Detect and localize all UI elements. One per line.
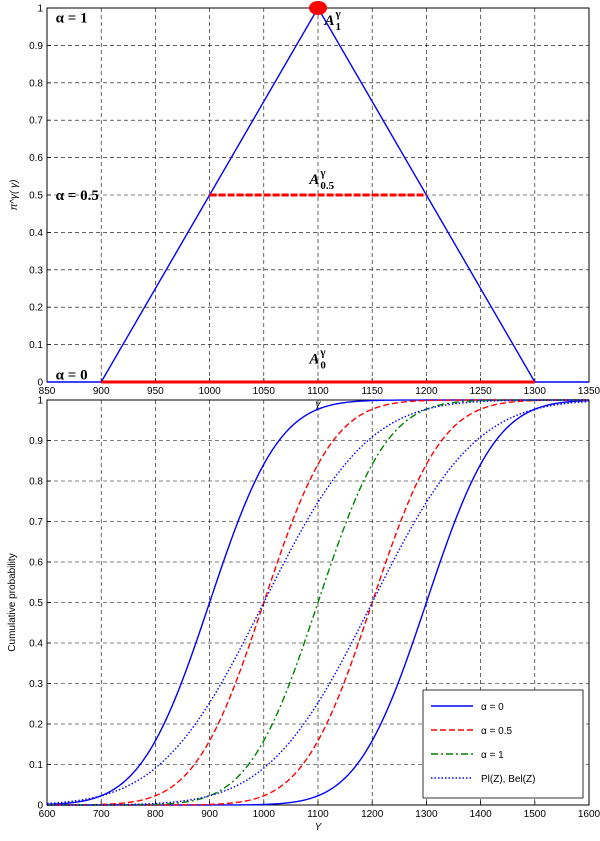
- x-tick-label: 600: [39, 809, 56, 820]
- x-tick-label: 1200: [361, 809, 384, 820]
- x-tick-label: 1250: [469, 386, 492, 397]
- x-tick-label: 1100: [307, 386, 329, 397]
- x-tick-label: 850: [39, 386, 56, 397]
- y-tick-label: 0.4: [29, 228, 43, 239]
- y-tick-label: 0.3: [29, 265, 43, 276]
- y-tick-label: 0.2: [29, 720, 43, 731]
- y-tick-label: 0.4: [29, 639, 43, 650]
- x-tick-label: 900: [93, 386, 110, 397]
- x-tick-label: 1500: [524, 809, 547, 820]
- x-tick-label: 1150: [361, 386, 383, 397]
- x-tick-label: 1000: [198, 386, 221, 397]
- y-tick-label: 0: [37, 801, 43, 812]
- y-tick-label: 0.8: [29, 477, 43, 488]
- x-tick-label: 1300: [415, 809, 438, 820]
- alpha-level-label: α = 0.5: [56, 188, 99, 204]
- set-label-superscript: γ: [319, 347, 325, 359]
- y-tick-label: 0.1: [29, 340, 43, 351]
- y-tick-label: 0.8: [29, 78, 43, 89]
- y-tick-label: 0.9: [29, 436, 43, 447]
- alpha-level-label: α = 0: [56, 368, 88, 384]
- x-tick-label: 950: [147, 386, 164, 397]
- x-tick-label: 800: [147, 809, 164, 820]
- set-label: A: [308, 352, 319, 368]
- fuzzy-number-chart: 850 900 950 1000 1050 1100 1150 1200 1250 1300 135…: [9, 1, 600, 410]
- legend-box: [422, 689, 584, 799]
- set-label-superscript: γ: [335, 8, 341, 20]
- x-tick-label: 1600: [578, 809, 600, 820]
- tick-labels: 850 900 950 1000 1050 1100 1150 1200 1250 1300 135…: [29, 4, 600, 398]
- y-axis-label: π^γ( γ): [9, 180, 20, 211]
- legend-label: α = 0.5: [481, 726, 513, 737]
- y-tick-label: 1: [37, 396, 43, 407]
- alpha-level-label: α = 1: [56, 10, 88, 26]
- x-tick-label: 1200: [415, 386, 438, 397]
- y-tick-label: 0.2: [29, 303, 43, 314]
- x-tick-label: 1100: [307, 809, 329, 820]
- x-tick-label: 1350: [578, 386, 600, 397]
- set-label-subscript: 0: [320, 360, 326, 372]
- y-tick-label: 0: [37, 378, 43, 389]
- x-tick-label: 1400: [469, 809, 492, 820]
- set-label: A: [324, 13, 335, 29]
- x-tick-label: 900: [201, 809, 218, 820]
- set-label-superscript: γ: [319, 167, 325, 179]
- series-group: [47, 1, 589, 384]
- series-group: [46, 399, 590, 806]
- legend-label: Pl(Z), Bel(Z): [481, 774, 535, 785]
- cdf-curve-5: [46, 399, 589, 805]
- y-tick-label: 0.6: [29, 153, 43, 164]
- y-axis-label: Cumulative probability: [7, 553, 18, 651]
- x-tick-label: 1000: [253, 809, 276, 820]
- y-tick-label: 0.3: [29, 679, 43, 690]
- peak-marker: [309, 1, 327, 15]
- y-tick-label: 1: [37, 4, 43, 15]
- x-tick-label: 1050: [253, 386, 276, 397]
- set-label-subscript: 0.5: [320, 180, 334, 192]
- x-tick-label: 1300: [524, 386, 547, 397]
- x-axis-label: Y: [315, 822, 323, 833]
- annotations: α = 1α = 0.5α = 0A γ1A γ0.5A γ0: [56, 8, 341, 383]
- y-tick-label: 0.1: [29, 760, 43, 771]
- set-label-subscript: 1: [336, 21, 342, 33]
- y-tick-label: 0.5: [29, 191, 43, 202]
- legend-label: α = 0: [481, 702, 504, 713]
- y-tick-label: 0.5: [29, 598, 43, 609]
- y-tick-label: 0.7: [29, 116, 43, 127]
- cdf-curve-2: [46, 399, 589, 806]
- y-tick-label: 0.7: [29, 517, 43, 528]
- tick-labels: 600 700 800 900 1000 1100 1200 1300 1400 1500 1600…: [29, 396, 600, 821]
- x-axis-label: γ: [316, 399, 322, 410]
- grid: [46, 7, 590, 383]
- legend: α = 0 α = 0.5 α = 1 Pl(Z), Bel(Z): [422, 689, 584, 799]
- legend-label: α = 1: [481, 750, 504, 761]
- x-tick-label: 700: [93, 809, 110, 820]
- y-tick-label: 0.6: [29, 558, 43, 569]
- cdf-curve-6: [47, 400, 590, 806]
- y-tick-label: 0.9: [29, 41, 43, 52]
- cdf-chart: 600 700 800 900 1000 1100 1200 1300 1400 1500 1600…: [7, 396, 600, 834]
- set-label: A: [308, 172, 319, 188]
